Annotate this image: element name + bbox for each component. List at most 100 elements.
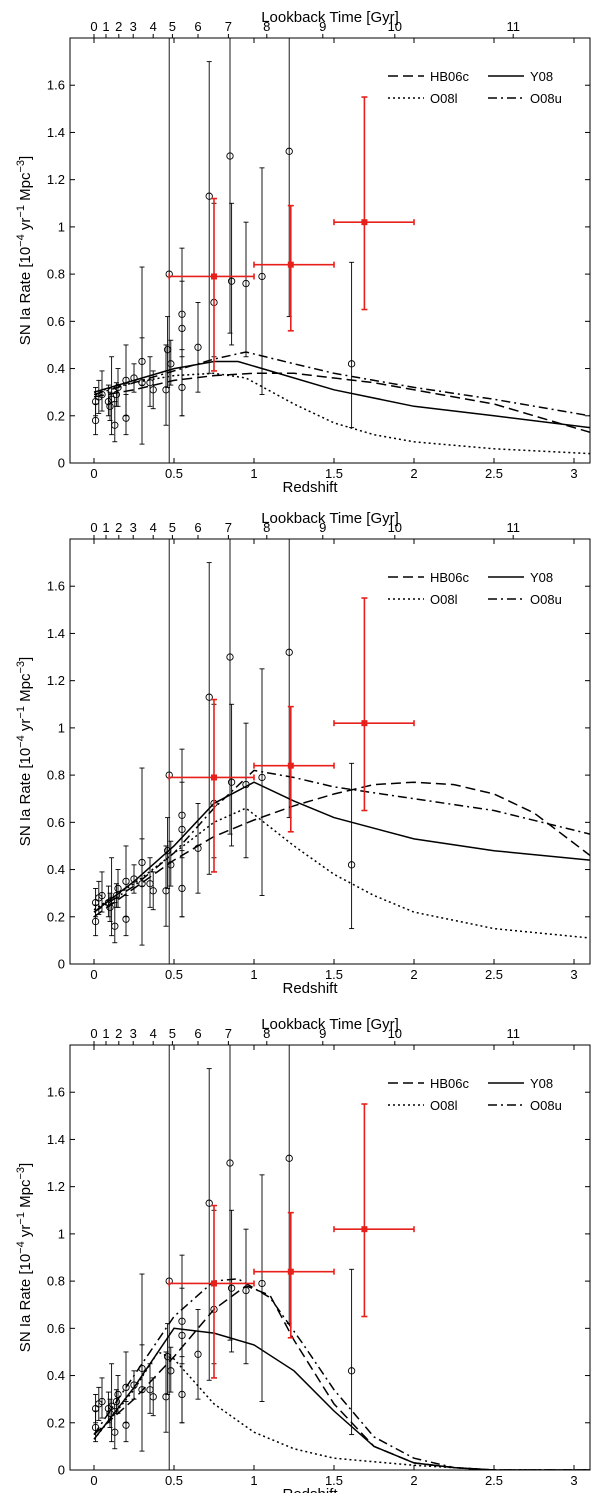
black-point	[114, 383, 122, 392]
black-point	[242, 780, 250, 789]
black-point	[167, 360, 175, 368]
black-point	[194, 343, 202, 351]
y-tick-label: 0.2	[47, 408, 65, 423]
chart-panel-middle: Lookback Time [Gyr] 0 0.5 1 1.5 2 2.5 3 0 0.2 0.4 0…	[15, 510, 591, 997]
top-tick-label: 0	[90, 1026, 97, 1041]
plot-frame	[69, 37, 591, 464]
legend-label: O08l	[430, 1098, 458, 1113]
top-axis-title: Lookback Time [Gyr]	[261, 510, 399, 527]
black-point	[122, 376, 130, 385]
y-tick-label: 0.4	[47, 862, 65, 877]
legend: HB06c Y08 O08l O08u	[388, 1076, 562, 1113]
black-point	[285, 648, 293, 656]
x-tick-label: 3	[570, 1473, 577, 1488]
plot-frame	[69, 1044, 591, 1471]
black-point	[194, 1350, 202, 1358]
y-axis-label: SN Ia Rate [10−4 yr−1 Mpc−3]	[15, 156, 34, 345]
top-tick-label: 2	[115, 520, 122, 535]
y-axis-label-part: −4	[15, 1241, 27, 1254]
series-line-hb06c	[93, 1284, 590, 1470]
top-tick-label: 8	[263, 19, 270, 34]
top-tick-label: 0	[90, 520, 97, 535]
black-point	[242, 1286, 250, 1295]
top-tick-label: 2	[115, 19, 122, 34]
y-tick-label: 0.8	[47, 768, 65, 783]
x-tick-label: 2.5	[485, 1473, 503, 1488]
red-point	[287, 261, 294, 268]
black-point	[178, 383, 186, 392]
top-tick-label: 11	[506, 520, 520, 535]
plot-area: 0 0.5 1 1.5 2 2.5 300.20.40.60.811.21.41.60 1 2 3…	[15, 520, 591, 997]
top-tick-label: 7	[225, 19, 232, 34]
black-point	[194, 844, 202, 852]
y-axis-label-part: Mpc	[17, 673, 34, 706]
y-tick-label: 1.6	[47, 78, 65, 93]
black-point	[149, 386, 157, 394]
black-point	[106, 402, 114, 410]
black-point	[347, 1367, 356, 1375]
black-point	[106, 1409, 114, 1417]
black-point	[178, 1317, 186, 1325]
series-line-hb06c	[93, 781, 590, 918]
black-point	[258, 1279, 266, 1288]
x-tick-label: 2.5	[485, 466, 503, 481]
x-tick-label: 1	[250, 466, 257, 481]
legend-label: O08l	[430, 91, 458, 106]
y-tick-label: 1.2	[47, 172, 65, 187]
y-axis-label-part: −3	[15, 661, 27, 674]
black-point	[122, 877, 130, 886]
y-axis-label-part: SN Ia Rate [10	[17, 247, 34, 345]
black-point	[205, 192, 213, 200]
x-axis-label: Redshift	[282, 479, 338, 496]
red-point	[211, 1280, 217, 1287]
series-line-hb06c	[93, 372, 590, 434]
y-tick-label: 1.2	[47, 1179, 65, 1194]
y-tick-label: 1.2	[47, 673, 65, 688]
black-point	[205, 1199, 213, 1207]
top-tick-label: 5	[169, 520, 176, 535]
plot-frame	[69, 538, 591, 965]
y-tick-label: 0.2	[47, 1415, 65, 1430]
top-tick-label: 2	[115, 1026, 122, 1041]
black-point	[91, 1423, 100, 1432]
top-tick-label: 3	[130, 1026, 137, 1041]
black-point	[167, 861, 175, 869]
y-axis-label-part: −1	[15, 1212, 27, 1225]
top-tick-label: 6	[194, 1026, 201, 1041]
plot-area: 0 0.5 1 1.5 2 2.5 300.20.40.60.811.21.41.60 1 2 3…	[15, 19, 591, 496]
black-point	[178, 811, 186, 819]
y-axis-label-part: −3	[15, 160, 27, 173]
top-tick-label: 1	[102, 19, 109, 34]
series-line-o08u	[93, 351, 590, 417]
y-tick-label: 1.4	[47, 626, 65, 641]
y-tick-label: 0.8	[47, 267, 65, 282]
series-line-o08l	[93, 1350, 590, 1470]
y-axis-label: SN Ia Rate [10−4 yr−1 Mpc−3]	[15, 657, 34, 846]
series-line-o08l	[93, 807, 590, 939]
chart-panel-bottom: Lookback Time [Gyr] 0 0.5 1 1.5 2 2.5 3 0 0.2 0.4 0…	[15, 1016, 591, 1493]
top-tick-label: 7	[225, 1026, 232, 1041]
top-tick-label: 0	[90, 19, 97, 34]
y-axis-label-part: ]	[17, 156, 34, 160]
top-tick-label: 11	[506, 1026, 520, 1041]
y-tick-label: 0.4	[47, 1368, 65, 1383]
x-tick-label: 0	[90, 967, 97, 982]
black-point	[111, 421, 119, 429]
black-point	[258, 272, 266, 281]
x-tick-label: 2	[410, 1473, 417, 1488]
red-point	[211, 774, 217, 781]
black-point	[149, 1393, 157, 1401]
x-tick-label: 1.5	[325, 1473, 343, 1488]
black-point	[138, 357, 146, 366]
plot-content	[91, 38, 590, 463]
black-point	[167, 1367, 175, 1375]
legend-label: O08u	[530, 1098, 562, 1113]
x-tick-label: 2	[410, 967, 417, 982]
x-tick-label: 2.5	[485, 967, 503, 982]
black-point	[178, 884, 186, 893]
series-line-o08u	[93, 1278, 590, 1470]
y-axis-label-part: yr	[17, 719, 34, 736]
black-point	[111, 1428, 119, 1436]
y-tick-label: 0.2	[47, 909, 65, 924]
top-tick-label: 4	[150, 1026, 157, 1041]
